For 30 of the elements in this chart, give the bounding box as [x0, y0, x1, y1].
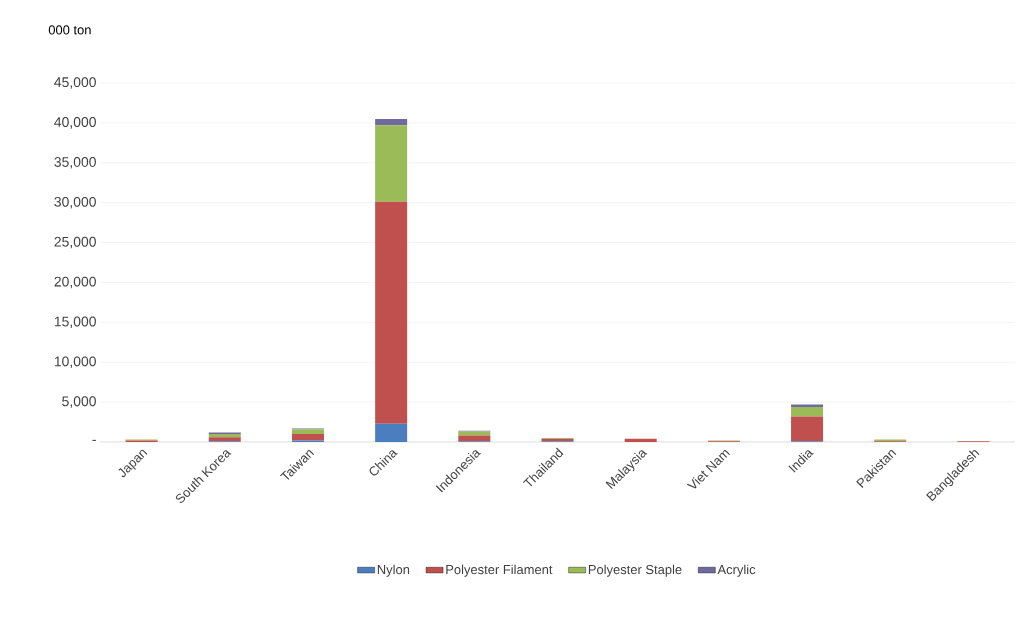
y-tick-label: 40,000 — [54, 117, 96, 129]
y-tick-label: 30,000 — [54, 196, 96, 209]
y-tick-label: - — [92, 439, 96, 441]
legend-label: Acrylic — [717, 564, 756, 577]
y-tick-label: 25,000 — [54, 236, 96, 249]
y-tick-label: 10,000 — [54, 356, 96, 368]
bar — [624, 438, 657, 442]
bar — [208, 437, 241, 442]
bar — [375, 423, 408, 442]
y-tick-label: 15,000 — [54, 316, 96, 329]
bar — [375, 118, 408, 126]
bar — [375, 201, 408, 424]
legend-label: Polyester Staple — [588, 564, 682, 577]
bar — [291, 429, 324, 435]
legend-label: Nylon — [377, 564, 410, 577]
y-tick-label: 45,000 — [54, 77, 96, 89]
bar — [458, 431, 491, 436]
bar — [791, 416, 824, 442]
bar — [458, 435, 491, 442]
y-tick-label: 20,000 — [54, 276, 96, 289]
bar — [208, 434, 241, 438]
x-tick-label: Viet Nam — [686, 450, 730, 489]
legend-label: Polyester Filament — [446, 564, 553, 577]
y-tick-label: 5,000 — [62, 396, 96, 408]
bar — [375, 125, 408, 202]
bar — [791, 404, 824, 407]
bar — [791, 406, 824, 417]
y-tick-label: 35,000 — [54, 156, 96, 169]
y-axis-title: 000 ton — [48, 25, 91, 35]
bar — [291, 434, 324, 441]
